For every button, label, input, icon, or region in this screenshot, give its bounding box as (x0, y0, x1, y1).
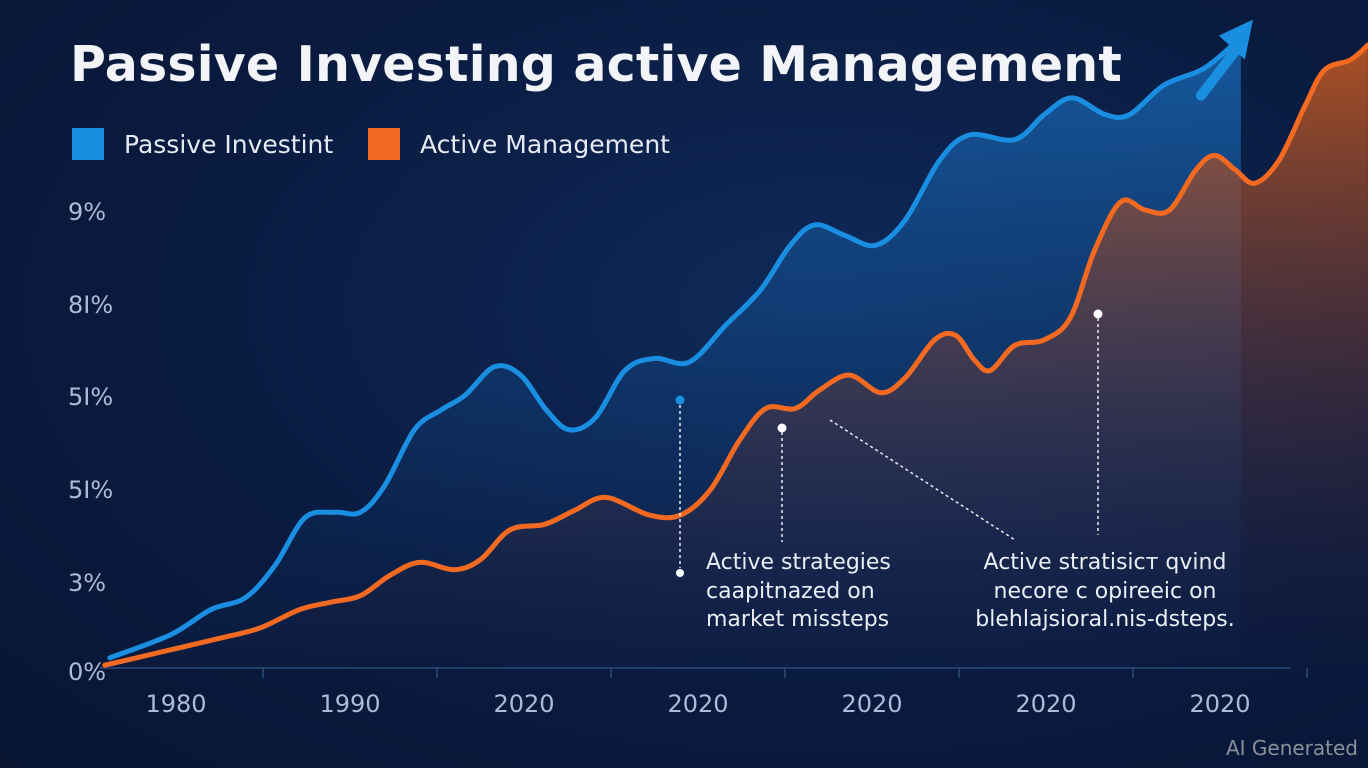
legend-swatch-passive (72, 128, 104, 160)
legend-item-passive: Passive Investint (72, 128, 333, 160)
annotation-dot (777, 423, 787, 433)
annotation-leader (829, 419, 1016, 541)
x-tick-label: 1980 (145, 690, 207, 718)
series-line-passive (107, 35, 1244, 661)
chart-title: Passive Investing active Management (70, 36, 1122, 93)
arrow-head-icon (1218, 19, 1253, 60)
legend-swatch-active (368, 128, 400, 160)
x-tick-label: 2020 (493, 690, 555, 718)
annotation-dot (675, 395, 685, 405)
y-tick-label: 8I% (68, 291, 114, 319)
legend-label-passive: Passive Investint (124, 129, 334, 159)
y-tick-label: 3% (68, 569, 107, 597)
y-tick-label: 9% (68, 198, 107, 226)
annotation-1-line: caapitnazed on (706, 578, 875, 604)
annotation-dot (676, 569, 684, 577)
annotation-2-line: blehlajsioral.nis-dsteps. (975, 607, 1235, 632)
arrow-shaft (1195, 38, 1246, 101)
x-tick-label: 2020 (841, 690, 903, 718)
series-area-active (104, 45, 1368, 668)
annotation-2: Active stratisicт qvind necore c opireei… (960, 549, 1250, 635)
annotation-2-line: Active stratisicт qvind (983, 550, 1227, 575)
annotation-2-line: necore c opireeic on (993, 578, 1217, 604)
annotation-1-line: Active strategies (706, 550, 891, 575)
legend-label-active: Active Management (420, 129, 670, 159)
y-tick-label: 5I% (68, 476, 114, 504)
series-line-active (102, 42, 1368, 668)
annotation-1-line: market missteps (706, 607, 890, 632)
annotation-1: Active strategies caapitnazed on market … (706, 549, 891, 635)
annotation-dot (1093, 309, 1103, 319)
x-tick-label: 1990 (319, 690, 381, 718)
x-tick-label: 2020 (1015, 690, 1077, 718)
legend-item-active: Active Management (368, 128, 670, 160)
x-tick-label: 2020 (667, 690, 729, 718)
y-tick-label: 0% (68, 658, 107, 686)
watermark: AI Generated (1225, 736, 1358, 760)
x-tick-label: 2020 (1189, 690, 1251, 718)
y-tick-label: 5I% (68, 383, 114, 411)
